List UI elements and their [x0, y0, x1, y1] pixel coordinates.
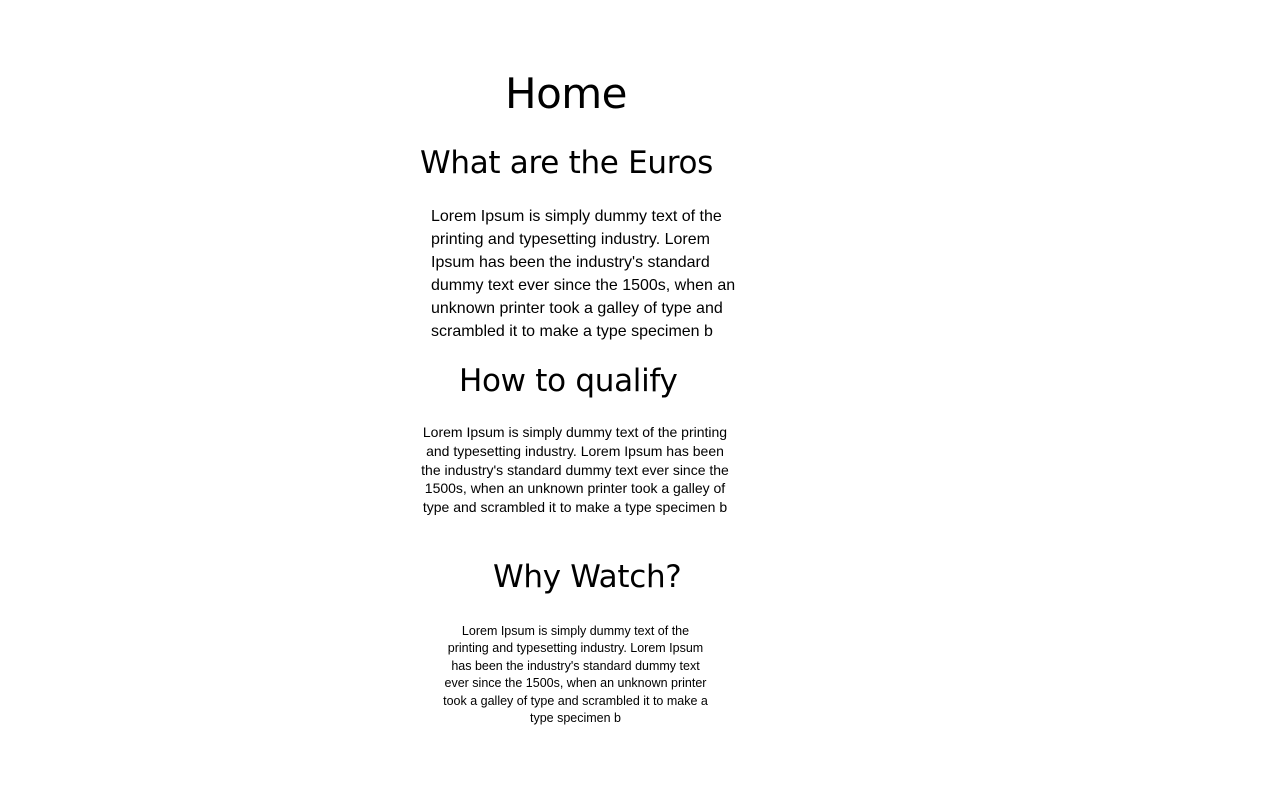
section-heading-how-to-qualify: How to qualify: [459, 363, 678, 399]
page-title: Home: [504, 69, 628, 118]
section-heading-why-watch: Why Watch?: [493, 559, 682, 595]
section-body-what-are-the-euros: Lorem Ipsum is simply dummy text of the …: [431, 208, 736, 340]
section-heading-what-are-the-euros: What are the Euros: [420, 145, 714, 181]
section-body-why-watch: Lorem Ipsum is simply dummy text of the …: [443, 624, 708, 726]
section-body-how-to-qualify: Lorem Ipsum is simply dummy text of the …: [421, 424, 729, 516]
